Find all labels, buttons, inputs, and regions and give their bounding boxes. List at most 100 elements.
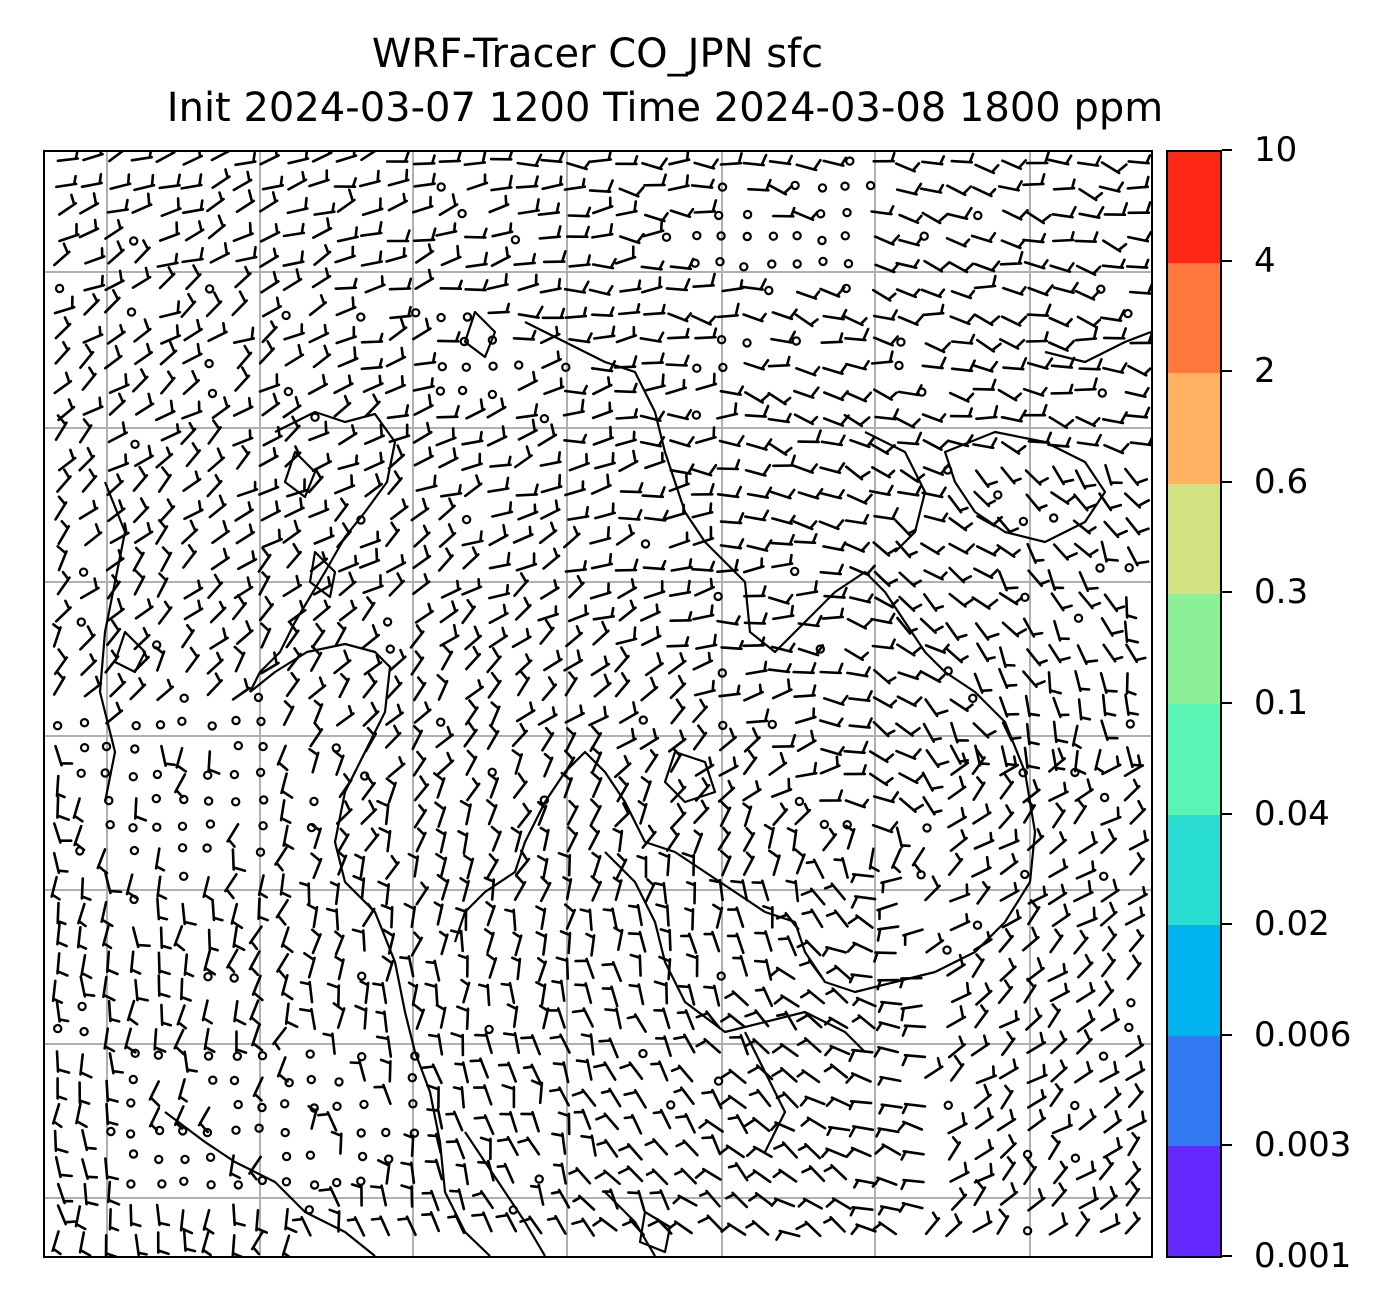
wind-barb	[1049, 982, 1070, 1003]
calm-circle	[457, 385, 468, 396]
wind-barb	[232, 429, 254, 447]
wind-barb	[627, 930, 647, 953]
wind-barb	[102, 924, 113, 950]
calm-circle	[411, 308, 421, 318]
calm-circle	[208, 1075, 218, 1085]
wind-barb	[896, 643, 922, 657]
wind-barb	[308, 499, 330, 519]
wind-barb	[719, 801, 732, 828]
wind-barb	[512, 772, 528, 799]
wind-barb	[680, 932, 698, 954]
wind-barb	[795, 290, 821, 300]
wind-barb	[1078, 571, 1099, 592]
wind-barb	[921, 303, 945, 317]
calm-circle	[993, 490, 1003, 500]
wind-barb	[653, 1007, 671, 1030]
calm-circle	[381, 1127, 391, 1138]
wind-barb	[875, 1021, 901, 1032]
calm-circle	[845, 156, 855, 166]
wind-barb	[338, 599, 358, 622]
wind-barb	[592, 606, 615, 621]
wind-barb	[514, 596, 532, 621]
wind-barb	[876, 978, 900, 991]
coastline	[249, 642, 491, 1256]
wind-barb	[796, 729, 817, 753]
wind-barb	[517, 670, 531, 697]
wind-barb	[413, 676, 427, 702]
wind-barb	[895, 540, 918, 559]
wind-barb	[333, 649, 352, 675]
wind-barb	[589, 152, 613, 163]
wind-barb	[1076, 1009, 1096, 1033]
wind-barb	[159, 498, 176, 523]
wind-barb	[540, 152, 565, 164]
wind-barb	[211, 520, 230, 545]
calm-circle	[104, 795, 114, 806]
wind-barb	[690, 178, 715, 189]
wind-barb	[793, 413, 819, 426]
wind-barb	[307, 468, 324, 494]
wind-barb	[106, 950, 119, 976]
wind-barb	[465, 679, 484, 700]
wind-barb	[870, 205, 895, 216]
wind-barb	[770, 533, 795, 546]
wind-barb	[517, 503, 539, 521]
calm-circle	[382, 617, 393, 627]
wind-barb	[82, 325, 104, 344]
wind-barb	[455, 907, 468, 931]
calm-circle	[54, 283, 65, 294]
wind-barb	[974, 1107, 994, 1130]
wind-barb	[445, 1110, 464, 1132]
wind-barb	[613, 355, 638, 369]
wind-barb	[568, 1167, 592, 1185]
wind-barb	[54, 1156, 73, 1179]
wind-barb	[160, 546, 173, 572]
wind-barb	[282, 395, 302, 419]
wind-barb	[623, 1113, 643, 1135]
wind-barb	[515, 483, 539, 497]
wind-barb	[1076, 155, 1102, 167]
wind-barb	[539, 826, 550, 852]
wind-barb	[54, 495, 68, 521]
wind-barb	[134, 342, 153, 366]
calm-circle	[896, 337, 906, 347]
wind-barb	[338, 773, 353, 799]
wind-barb	[160, 1003, 173, 1027]
calm-circle	[792, 230, 802, 241]
wind-barb	[563, 525, 581, 549]
wind-barb	[360, 357, 383, 371]
wind-barb	[53, 295, 76, 315]
wind-barb	[535, 981, 547, 1006]
wind-barb	[56, 545, 68, 572]
wind-barb	[973, 1083, 992, 1109]
wind-barb	[695, 633, 718, 650]
wind-barb	[744, 463, 772, 477]
wind-barb	[104, 289, 121, 314]
wind-barb	[552, 1061, 570, 1084]
wind-barb	[337, 827, 350, 854]
wind-barb	[563, 649, 584, 672]
wind-barb	[332, 1002, 346, 1029]
calm-circle	[100, 768, 110, 778]
wind-barb	[1127, 886, 1148, 906]
wind-barb	[562, 398, 585, 417]
wind-barb	[182, 199, 205, 215]
calm-circle	[232, 1051, 242, 1062]
wind-barb	[923, 259, 950, 273]
wind-barb	[641, 157, 668, 171]
wind-barb	[950, 359, 976, 373]
wind-barb	[203, 949, 217, 976]
wind-barb	[659, 928, 672, 952]
wind-barb	[701, 1134, 722, 1156]
calm-circle	[484, 1024, 494, 1035]
calm-circle	[713, 591, 723, 602]
wind-barb	[971, 748, 986, 775]
calm-circle	[357, 971, 367, 981]
wind-barb	[206, 191, 225, 213]
wind-barb	[703, 930, 721, 953]
wind-barb	[745, 1220, 770, 1236]
wind-barb	[1123, 778, 1141, 802]
wind-barb	[658, 851, 671, 877]
wind-barb	[691, 560, 716, 572]
wind-barb	[438, 523, 457, 548]
